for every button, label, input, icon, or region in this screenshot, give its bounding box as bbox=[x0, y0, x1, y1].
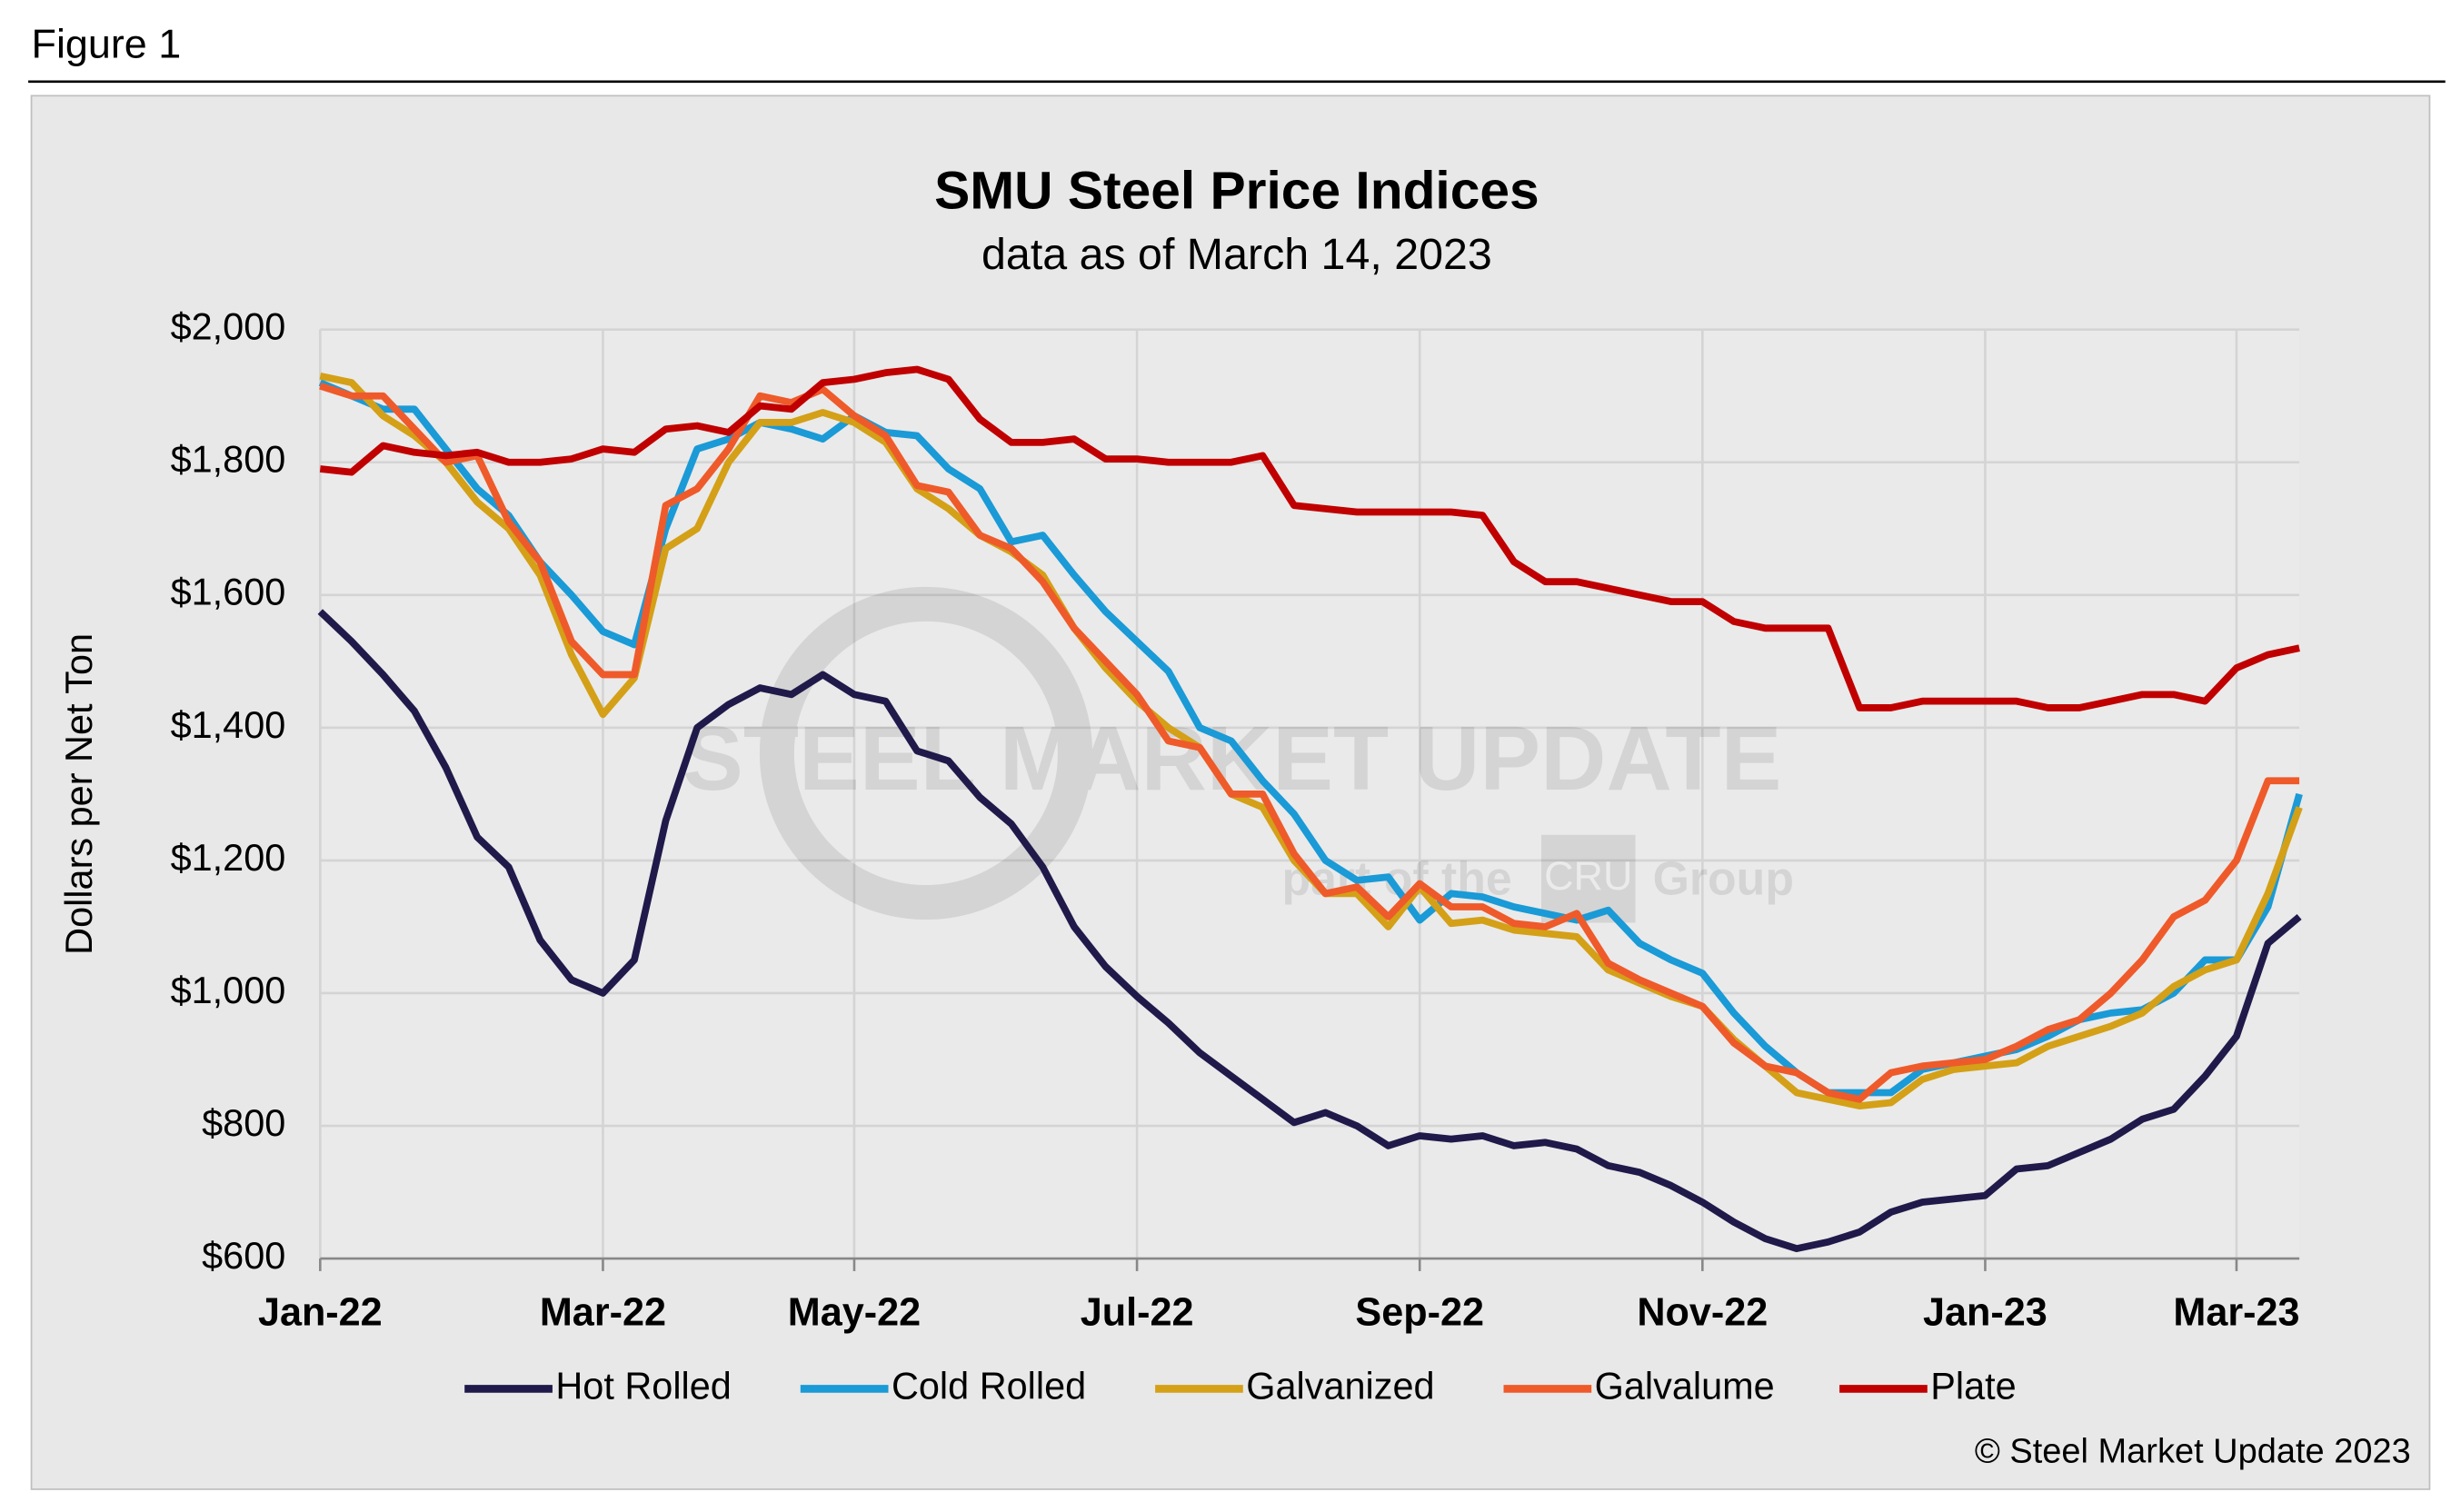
chart-subtitle: data as of March 14, 2023 bbox=[981, 230, 1492, 279]
x-tick-label: Jul-22 bbox=[1081, 1291, 1194, 1335]
legend-label: Plate bbox=[1930, 1364, 2016, 1407]
y-tick-label: $2,000 bbox=[171, 305, 286, 348]
series-line bbox=[319, 365, 2300, 711]
legend-label: Hot Rolled bbox=[555, 1364, 731, 1407]
x-tick-label: Mar-23 bbox=[2173, 1291, 2299, 1335]
series-line bbox=[317, 609, 2302, 1253]
plot-area bbox=[320, 329, 2300, 1259]
watermark-text: Group bbox=[1653, 851, 1794, 904]
y-tick-label: $600 bbox=[202, 1234, 285, 1277]
y-tick-label: $1,200 bbox=[171, 836, 286, 879]
series-line bbox=[319, 383, 2300, 1103]
legend-label: Galvalume bbox=[1595, 1364, 1775, 1407]
figure-label: Figure 1 bbox=[32, 21, 182, 67]
x-tick-label: May-22 bbox=[788, 1291, 921, 1335]
watermark: STEEL MARKET UPDATE part of the CRU Grou… bbox=[683, 586, 1794, 923]
y-tick-label: $1,800 bbox=[171, 438, 286, 481]
x-tick-label: Jan-22 bbox=[258, 1291, 383, 1335]
watermark-logo bbox=[759, 586, 1093, 920]
y-tick-label: $1,400 bbox=[171, 703, 286, 746]
x-tick-label: Nov-22 bbox=[1637, 1291, 1768, 1335]
watermark-text: CRU bbox=[1544, 852, 1632, 899]
x-tick-label: Sep-22 bbox=[1355, 1291, 1484, 1335]
y-tick-label: $1,000 bbox=[171, 969, 286, 1011]
legend-label: Galvanized bbox=[1246, 1364, 1434, 1407]
chart-title: SMU Steel Price Indices bbox=[934, 162, 1539, 221]
x-tick-label: Jan-23 bbox=[1923, 1291, 2048, 1335]
y-tick-label: $800 bbox=[202, 1101, 285, 1144]
watermark-box bbox=[1540, 834, 1636, 923]
copyright: © Steel Market Update 2023 bbox=[1975, 1432, 2411, 1470]
x-tick-label: Mar-22 bbox=[540, 1291, 666, 1335]
y-tick-label: $1,600 bbox=[171, 571, 286, 613]
y-axis-label: Dollars per Net Ton bbox=[57, 633, 100, 955]
legend-label: Cold Rolled bbox=[892, 1364, 1086, 1407]
